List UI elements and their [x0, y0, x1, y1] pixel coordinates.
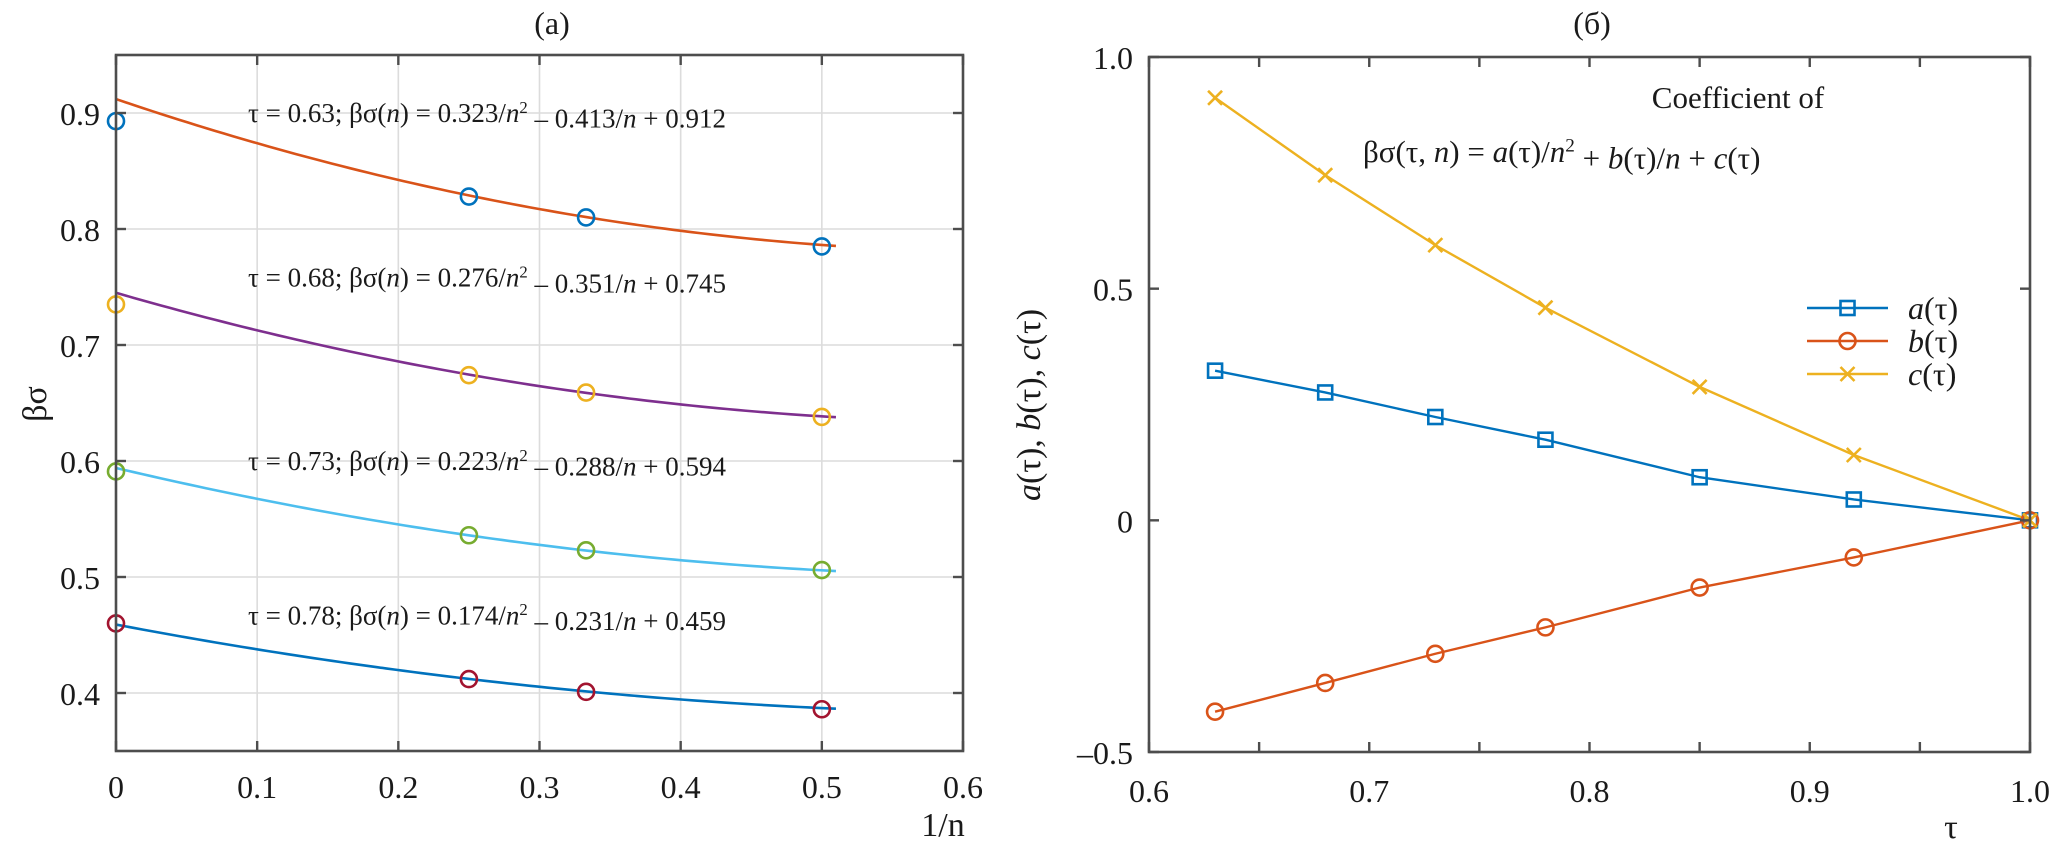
x-marker — [1427, 237, 1444, 254]
panel-a-annotations: τ = 0.63; βσ(n) = 0.323/n2 – 0.413/n + 0… — [248, 98, 726, 636]
circle-marker — [1426, 644, 1445, 664]
fit-curve-tau-0.78 — [115, 623, 837, 711]
square-marker — [1691, 468, 1708, 486]
y-tick-label: 1.0 — [1093, 40, 1133, 76]
x-tick-label: 0.3 — [520, 769, 560, 805]
data-point-marker — [576, 541, 596, 560]
data-point-marker — [812, 699, 832, 719]
panel-a-grid — [116, 55, 963, 751]
data-point-marker — [812, 407, 832, 427]
data-point-marker — [459, 187, 479, 206]
square-marker — [1537, 431, 1554, 449]
x-tick-label: 0.1 — [237, 769, 277, 805]
fit-equation-annotation: τ = 0.73; βσ(n) = 0.223/n2 – 0.288/n + 0… — [248, 446, 726, 482]
y-tick-label: –0.5 — [1076, 735, 1133, 771]
legend-item-c: c(τ) — [1807, 356, 1956, 392]
panel-b-ticks: 0.6 0.7 0.8 0.9 1.0 –0.5 0 0.5 1.0 — [1076, 40, 2050, 809]
x-marker — [1839, 366, 1856, 382]
fit-equation-annotation: τ = 0.63; βσ(n) = 0.323/n2 – 0.413/n + 0… — [248, 98, 726, 134]
x-tick-label: 0.8 — [1570, 773, 1610, 809]
fit-curve-tau-0.73 — [115, 466, 837, 573]
panel-b-x-axis-label: τ — [1944, 809, 1958, 845]
square-marker — [1839, 299, 1856, 317]
panel-b-markers — [1205, 89, 2040, 721]
panel-a-chart: τ = 0.63; βσ(n) = 0.323/n2 – 0.413/n + 0… — [17, 5, 983, 844]
data-point-marker — [459, 669, 479, 689]
x-tick-label: 0.6 — [1129, 773, 1169, 809]
circle-marker — [1315, 673, 1335, 693]
x-marker — [1207, 89, 1223, 106]
square-marker — [1427, 408, 1444, 426]
x-marker — [1845, 447, 1862, 463]
panel-b-legend: a(τ)b(τ)c(τ) — [1807, 290, 1958, 392]
legend-item-a: a(τ) — [1807, 290, 1958, 326]
square-marker — [1316, 384, 1334, 401]
y-tick-label: 0.5 — [1093, 272, 1133, 308]
panel-b-annotation-line1: Coefficient of — [1652, 80, 1825, 115]
x-marker — [1537, 299, 1554, 316]
fit-curve-tau-0.68 — [115, 291, 837, 419]
y-tick-label: 0.6 — [60, 444, 100, 480]
square-marker — [1845, 491, 1863, 508]
y-tick-label: 0.4 — [60, 676, 100, 712]
y-tick-label: 0 — [1117, 503, 1133, 539]
data-point-marker — [459, 365, 479, 385]
panel-a-x-axis-label: 1/n — [921, 807, 964, 844]
series-line-a — [1214, 369, 2031, 522]
data-point-marker — [576, 208, 596, 227]
circle-marker — [1205, 702, 1225, 721]
data-point-marker — [576, 682, 596, 702]
panel-b-annotation-formula: βσ(τ, n) = a(τ)/n2 + b(τ)/n + c(τ) — [1363, 134, 1760, 175]
square-marker — [1206, 362, 1224, 379]
x-tick-label: 0.4 — [661, 769, 701, 805]
circle-marker — [1690, 578, 1709, 597]
series-line-b — [1214, 519, 2031, 713]
panel-a-markers — [106, 111, 832, 719]
panel-b-chart: 0.6 0.7 0.8 0.9 1.0 –0.5 0 0.5 1.0 (б) τ a(τ), b… — [1011, 5, 2050, 845]
x-tick-label: 0 — [108, 769, 124, 805]
y-tick-label: 0.7 — [60, 328, 100, 364]
data-point-marker — [812, 560, 832, 580]
panel-a-ticks: 0 0.1 0.2 0.3 0.4 0.5 0.6 0.4 0.5 0.6 0.7 0.8 0.9 — [60, 55, 983, 805]
x-tick-label: 0.7 — [1349, 773, 1389, 809]
x-tick-label: 0.6 — [943, 769, 983, 805]
panel-b-title: (б) — [1573, 5, 1611, 41]
legend-label: a(τ) — [1908, 290, 1958, 326]
x-tick-label: 1.0 — [2010, 773, 2050, 809]
legend-label: b(τ) — [1908, 323, 1958, 359]
circle-marker — [1536, 618, 1555, 637]
circle-marker — [1838, 331, 1857, 351]
panel-a-y-axis-label: βσ — [17, 386, 54, 422]
data-point-marker — [459, 525, 479, 545]
fit-equation-annotation: τ = 0.78; βσ(n) = 0.174/n2 – 0.231/n + 0… — [248, 600, 726, 636]
x-marker — [1317, 167, 1334, 184]
legend-label: c(τ) — [1908, 356, 1956, 392]
x-tick-label: 0.2 — [378, 769, 418, 805]
x-tick-label: 0.9 — [1790, 773, 1830, 809]
y-tick-label: 0.9 — [60, 96, 100, 132]
x-tick-label: 0.5 — [802, 769, 842, 805]
fit-equation-annotation: τ = 0.68; βσ(n) = 0.276/n2 – 0.351/n + 0… — [248, 263, 726, 299]
data-point-marker — [576, 383, 596, 402]
legend-item-b: b(τ) — [1807, 323, 1958, 359]
data-point-marker — [812, 237, 832, 256]
x-marker — [1691, 378, 1708, 395]
y-tick-label: 0.8 — [60, 212, 100, 248]
panel-a-title: (a) — [534, 5, 570, 41]
panel-b-series-lines — [1214, 96, 2031, 713]
circle-marker — [1844, 548, 1864, 567]
panel-b-y-axis-label: a(τ), b(τ), c(τ) — [1011, 309, 1048, 501]
y-tick-label: 0.5 — [60, 560, 100, 596]
